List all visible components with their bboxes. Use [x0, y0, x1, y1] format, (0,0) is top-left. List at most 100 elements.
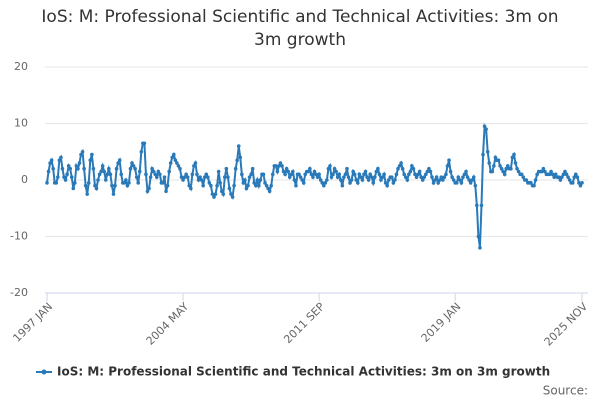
data-point	[558, 178, 563, 182]
data-point	[468, 181, 473, 185]
data-point	[541, 166, 546, 171]
data-point	[396, 166, 400, 171]
data-point	[578, 183, 583, 188]
data-point	[113, 183, 117, 188]
data-point	[49, 158, 54, 163]
data-point	[414, 175, 419, 179]
data-point	[76, 166, 80, 171]
data-point	[125, 183, 130, 188]
data-point	[461, 175, 465, 179]
data-point	[436, 181, 440, 185]
data-point	[289, 172, 294, 177]
data-point	[184, 172, 188, 177]
data-point	[255, 178, 260, 182]
data-point	[354, 178, 359, 182]
data-point	[66, 164, 71, 168]
data-point	[277, 164, 281, 168]
data-point	[549, 169, 553, 174]
data-point	[86, 181, 91, 185]
data-point	[150, 166, 154, 171]
data-point	[264, 183, 269, 188]
data-point	[360, 178, 365, 182]
data-point	[490, 169, 495, 174]
data-point	[162, 175, 167, 179]
x-tick-label: 2019 JAN	[419, 300, 464, 345]
data-point	[481, 152, 485, 157]
data-point	[338, 178, 343, 182]
data-point	[496, 158, 501, 163]
data-point	[379, 178, 383, 182]
data-point	[144, 172, 148, 177]
data-point	[82, 166, 86, 171]
data-point	[80, 149, 85, 154]
data-point	[355, 181, 360, 185]
data-point	[195, 172, 199, 177]
data-point	[99, 169, 103, 174]
data-point	[156, 169, 161, 174]
data-point	[533, 178, 538, 182]
data-point	[246, 183, 250, 188]
data-point	[428, 169, 433, 174]
data-point	[493, 155, 498, 160]
data-point	[362, 172, 366, 177]
data-point	[54, 181, 59, 185]
data-point	[91, 166, 96, 171]
data-point	[318, 178, 323, 182]
data-point	[292, 178, 297, 182]
data-point	[257, 183, 261, 188]
data-point	[550, 172, 555, 177]
data-point	[365, 175, 369, 179]
data-point	[100, 164, 105, 168]
data-point	[137, 169, 142, 174]
data-point	[386, 178, 391, 182]
data-point	[68, 166, 72, 171]
data-point	[165, 183, 170, 188]
data-point	[572, 175, 577, 179]
data-point	[439, 175, 444, 179]
data-point	[204, 172, 209, 177]
data-point	[510, 155, 515, 160]
data-point	[230, 195, 235, 199]
data-point	[314, 172, 318, 177]
data-point	[482, 124, 487, 129]
data-point	[176, 164, 181, 168]
data-point	[335, 175, 340, 179]
data-point	[454, 181, 459, 185]
data-point	[94, 186, 99, 191]
data-point	[122, 181, 127, 185]
x-tick-label: 2025 NOV	[542, 300, 591, 349]
data-point	[161, 181, 165, 185]
data-point	[219, 189, 224, 194]
data-point	[218, 181, 222, 185]
data-point	[133, 166, 137, 171]
data-point	[351, 169, 355, 174]
data-point	[96, 178, 100, 182]
data-point	[108, 172, 113, 177]
data-point	[566, 175, 570, 179]
data-point	[512, 152, 516, 157]
data-point	[383, 181, 388, 185]
data-point	[484, 127, 488, 131]
data-point	[258, 178, 263, 182]
data-point	[422, 175, 427, 179]
data-point	[63, 178, 68, 182]
data-point	[515, 166, 519, 171]
data-point	[207, 181, 212, 185]
data-point	[229, 192, 233, 196]
data-point	[315, 175, 320, 179]
data-point	[413, 172, 417, 177]
x-tick-label: 2004 MAY	[144, 300, 192, 348]
data-point	[111, 192, 116, 196]
data-point	[434, 175, 439, 179]
data-point	[498, 164, 502, 168]
data-point	[478, 246, 482, 250]
data-point	[359, 175, 363, 179]
data-point	[90, 152, 94, 157]
data-point	[501, 169, 505, 174]
data-point	[196, 178, 201, 182]
data-point	[342, 175, 346, 179]
data-point	[241, 181, 246, 185]
data-point	[380, 175, 385, 179]
data-point	[399, 161, 403, 165]
